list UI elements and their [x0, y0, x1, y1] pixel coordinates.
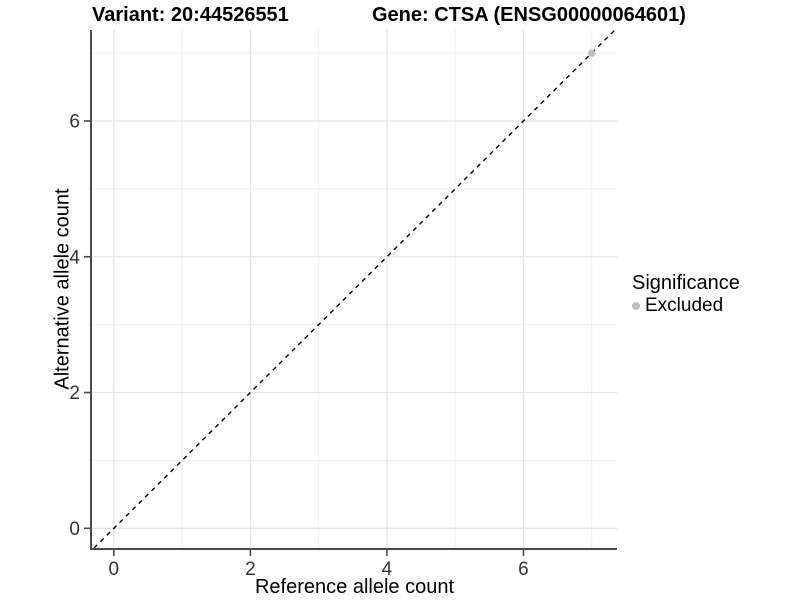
axis-tick-labels: 0 2 4 6 0 2 4 6: [69, 111, 528, 580]
legend-item-label: Excluded: [645, 294, 724, 316]
gridlines-minor: [92, 30, 617, 548]
legend-title: Significance: [632, 272, 740, 294]
axis-lines: [90, 30, 617, 550]
y-axis-title: Alternative allele count: [51, 188, 74, 390]
y-tick-label: 4: [69, 247, 80, 268]
y-tick-label: 6: [69, 111, 80, 132]
y-tick-label: 2: [69, 383, 80, 404]
data-points: [588, 49, 596, 57]
legend: Significance Excluded: [630, 271, 740, 316]
x-tick-label: 6: [518, 559, 529, 580]
plot-title-gene: Gene: CTSA (ENSG00000064601): [372, 4, 686, 26]
legend-item-excluded: Excluded: [632, 295, 740, 316]
gridlines-major: [92, 30, 617, 548]
identity-dashed-line: [93, 29, 616, 549]
x-tick-label: 2: [245, 559, 256, 580]
x-tick-label: 0: [109, 559, 120, 580]
x-axis-title: Reference allele count: [254, 576, 454, 598]
point-swatch-icon: [632, 301, 640, 310]
x-tick-label: 4: [382, 559, 393, 580]
axis-tick-marks: [84, 120, 525, 556]
data-point: [588, 49, 596, 57]
y-tick-label: 0: [69, 519, 80, 540]
identity-line: [93, 29, 616, 549]
plot-title-variant: Variant: 20:44526551: [92, 4, 289, 26]
